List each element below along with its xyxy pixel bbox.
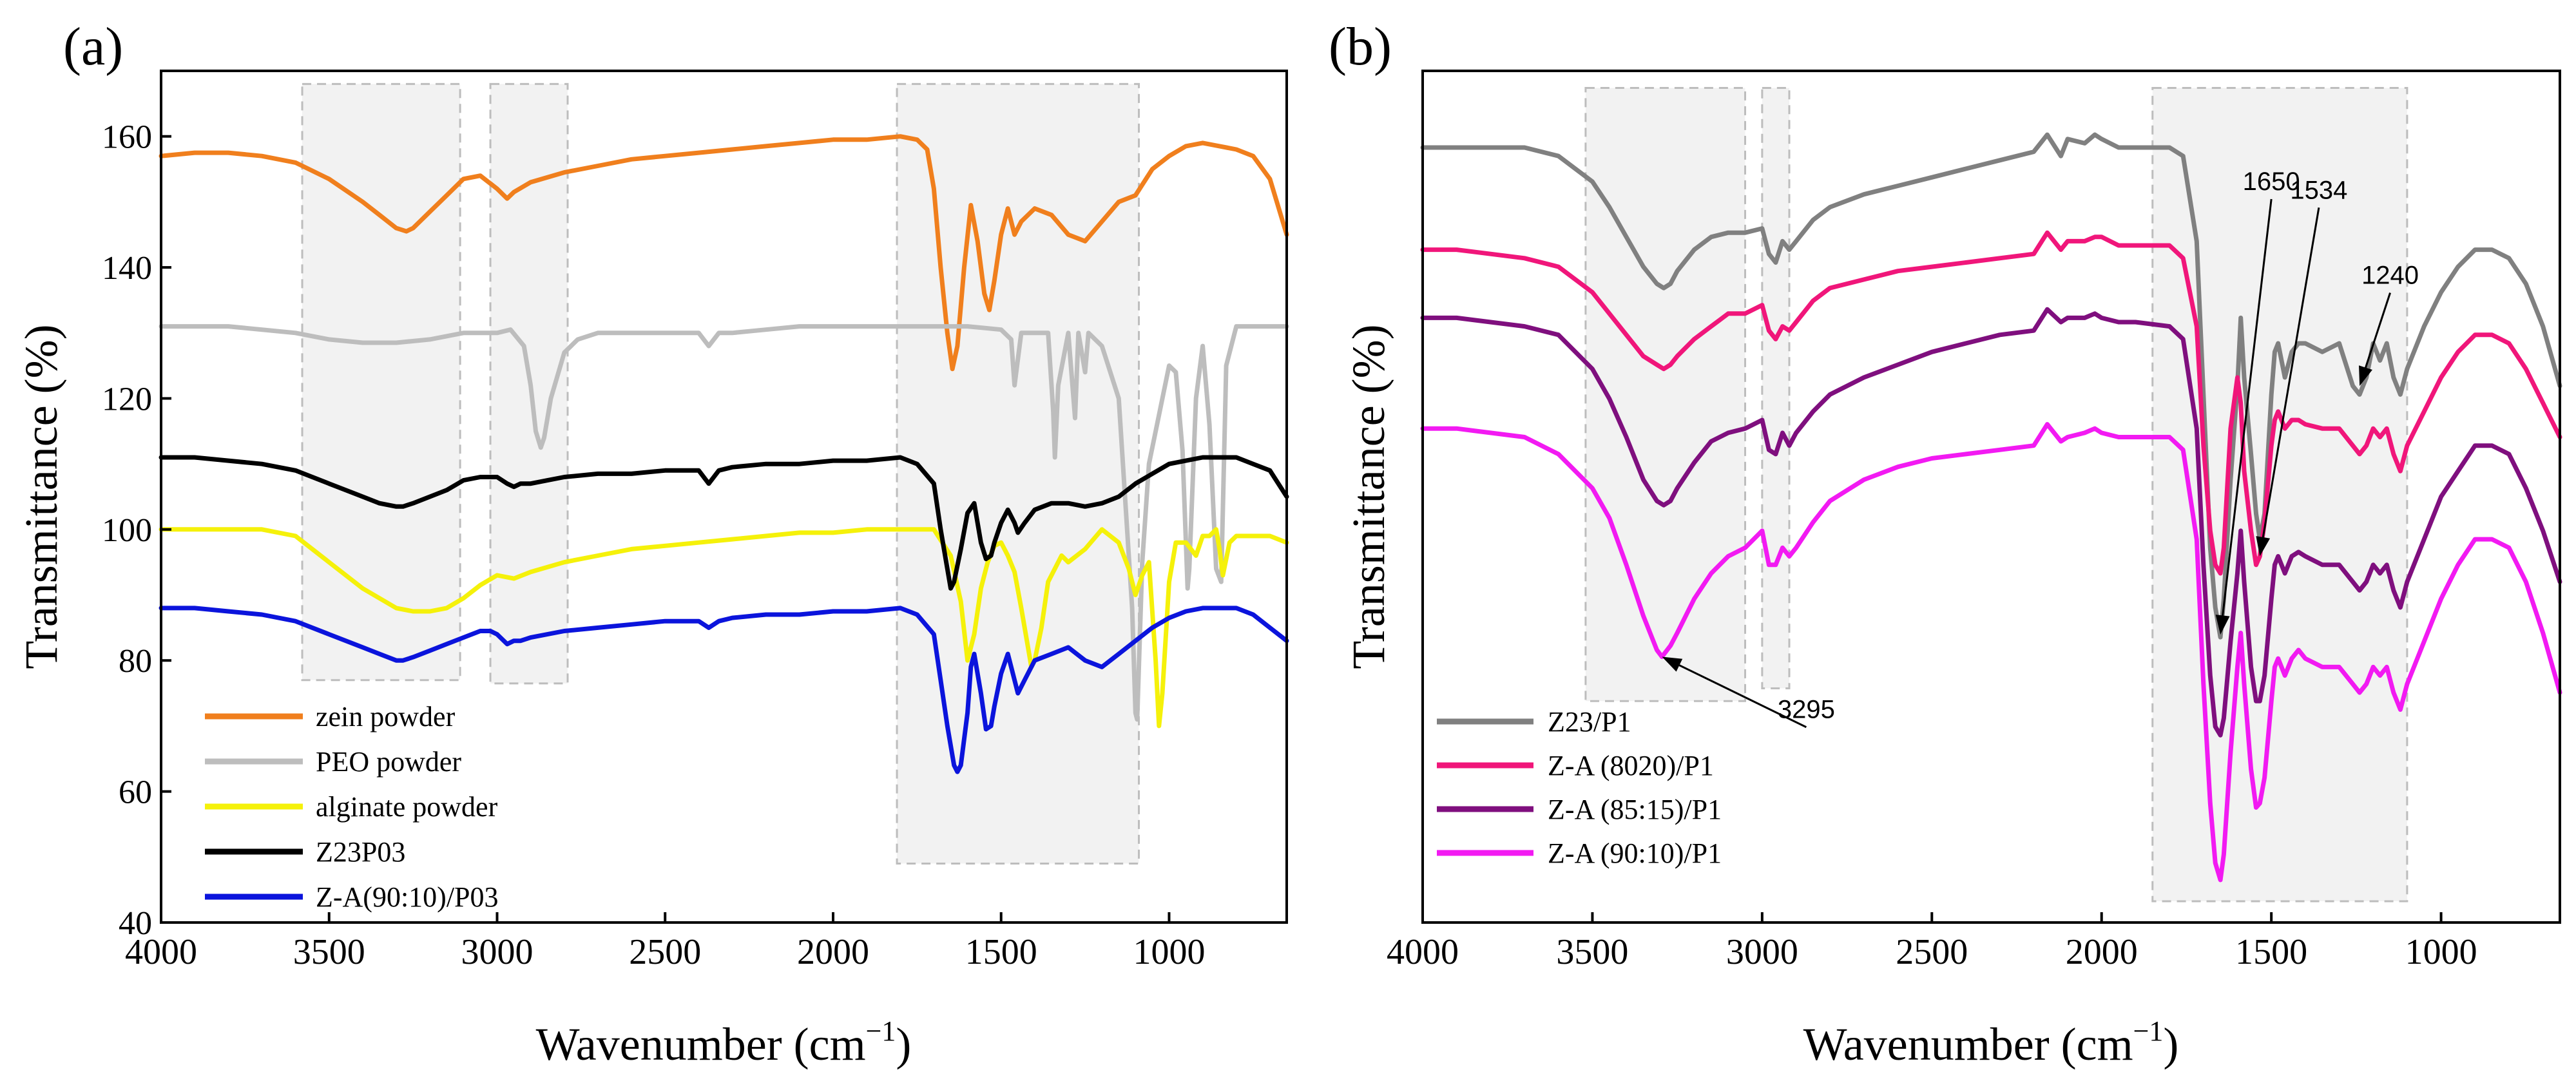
panel-a-ticks: 4000 3500 3000 2500 2000 1500 1000 40 60 80 100 120… [102,119,1205,972]
panel-b-x-tick-label: 2000 [2066,932,2138,972]
panel-a-y-tick-label: 140 [102,250,152,287]
panel-a-x-tick-label: 2000 [797,932,869,972]
panel-a-y-tick-label: 100 [102,512,152,549]
panel-b-annotation-arrow-3295 [1674,662,1807,729]
panel-b-x-tick-label: 1500 [2235,932,2307,972]
panel-a-label: (a) [63,17,123,77]
panel-b-series-z23-p1 [1420,132,2562,640]
panel-b-x-axis-label-sup: −1 [2133,1015,2164,1047]
panel-b-plot-frame [1421,70,2561,924]
panel-b-annotation-arrow-1240 [2363,292,2391,373]
panel-b-series-lines [1420,132,2562,883]
panel-a-series-lines [159,134,1289,774]
panel-a-x-axis-label-text: Wavenumber (cm [536,1018,866,1070]
panel-b-shaded-region-2 [1761,86,1791,689]
panel-b-ticks: 4000 3500 3000 2500 2000 1500 1000 [1387,912,2477,972]
panel-b-annotation-arrow-1534 [2261,207,2320,543]
panel-a: (a) 4000 3500 3000 2500 2000 1500 1000 40 60 80 10… [15,17,1289,1070]
panel-b-legend-label-z23-p1: Z23/P1 [1548,706,1631,738]
panel-a-x-tick-label: 2500 [629,932,701,972]
panel-b-x-axis-label: Wavenumber (cm−1) [1803,1015,2179,1070]
panel-b-legend-label-z-a-90-10-p1: Z-A (90:10)/P1 [1548,837,1722,869]
panel-b-series-z-a-85-15-p1 [1420,307,2562,738]
panel-a-x-axis-label-end: ) [896,1018,911,1070]
panel-b-series-z-a-8020-p1 [1420,230,2562,576]
panel-b-annotation-arrowhead-1650 [2215,615,2230,635]
panel-a-plot-frame [160,70,1288,924]
panel-a-series-z-a-90-10-p03 [159,606,1289,774]
panel-b-annotation-1240: 1240 [2361,262,2419,290]
panel-a-series-z23p03 [159,455,1289,591]
panel-b-annotation-arrowhead-1240 [2359,365,2372,387]
panel-a-x-axis-label: Wavenumber (cm−1) [536,1015,912,1070]
panel-b-legend-label-z-a-85-15-p1: Z-A (85:15)/P1 [1548,794,1722,825]
panel-a-x-tick-label: 3000 [461,932,533,972]
panel-a-legend-label-zein-powder: zein powder [316,701,456,732]
panel-a-legend-label-alginate-powder: alginate powder [316,791,498,823]
panel-a-legend-label-peo-powder: PEO powder [316,746,461,778]
panel-b-legend-label-z-a-8020-p1: Z-A (8020)/P1 [1548,750,1714,781]
panel-b-y-axis-label: Transmittance (%) [1343,324,1394,669]
panel-a-y-tick-label: 80 [119,643,152,680]
panel-b-x-axis-label-end: ) [2163,1018,2178,1070]
panel-a-x-tick-label: 1500 [965,932,1037,972]
panel-b-annotation-1534: 1534 [2290,176,2347,204]
panel-a-shaded-region-3 [896,82,1140,865]
panel-b-x-tick-label: 4000 [1387,932,1459,972]
panel-b-annotation-arrow-1650 [2221,198,2273,621]
panel-a-x-tick-label: 1000 [1133,932,1205,972]
panel-b-annotation-3295: 3295 [1778,696,1835,724]
panel-b-x-axis-label-text: Wavenumber (cm [1803,1018,2133,1070]
panel-a-y-axis-label: Transmittance (%) [15,324,67,669]
panel-a-x-tick-label: 3500 [293,932,365,972]
panel-a-series-peo-powder [159,324,1289,722]
panel-b-annotation-1650: 1650 [2243,167,2300,196]
panel-b-legend: Z23/P1 Z-A (8020)/P1 Z-A (85:15)/P1 Z-A (90… [1437,706,1722,869]
panel-b-x-tick-label: 3000 [1726,932,1798,972]
panel-a-legend: zein powder PEO powder alginate powder Z23P… [205,701,499,913]
panel-b-x-tick-label: 1000 [2405,932,2477,972]
panel-a-y-tick-label: 120 [102,381,152,417]
panel-a-series-zein-powder [159,134,1289,372]
panel-b-series-z-a-90-10-p1 [1420,422,2562,883]
panel-b-x-tick-label: 3500 [1556,932,1628,972]
panel-a-legend-label-z23p03: Z23P03 [316,836,405,868]
panel-a-legend-label-z-a-90-10-p03: Z-A(90:10)/P03 [316,881,499,913]
panel-a-x-axis-label-sup: −1 [866,1015,896,1047]
panel-a-series-alginate-powder [159,527,1289,729]
panel-b-annotation-arrowhead-1534 [2256,536,2271,557]
panel-a-y-tick-label: 60 [119,774,152,811]
panel-b-x-tick-label: 2500 [1896,932,1968,972]
panel-a-y-tick-label: 40 [119,905,152,942]
panel-a-x-tick-label: 4000 [125,932,197,972]
panel-b-annotation-arrowhead-3295 [1662,656,1683,672]
panel-b-label: (b) [1329,17,1392,77]
panel-a-shaded-region-1 [301,82,461,682]
panel-b-shaded-region-1 [1584,86,1747,702]
panel-a-y-tick-label: 160 [102,119,152,156]
